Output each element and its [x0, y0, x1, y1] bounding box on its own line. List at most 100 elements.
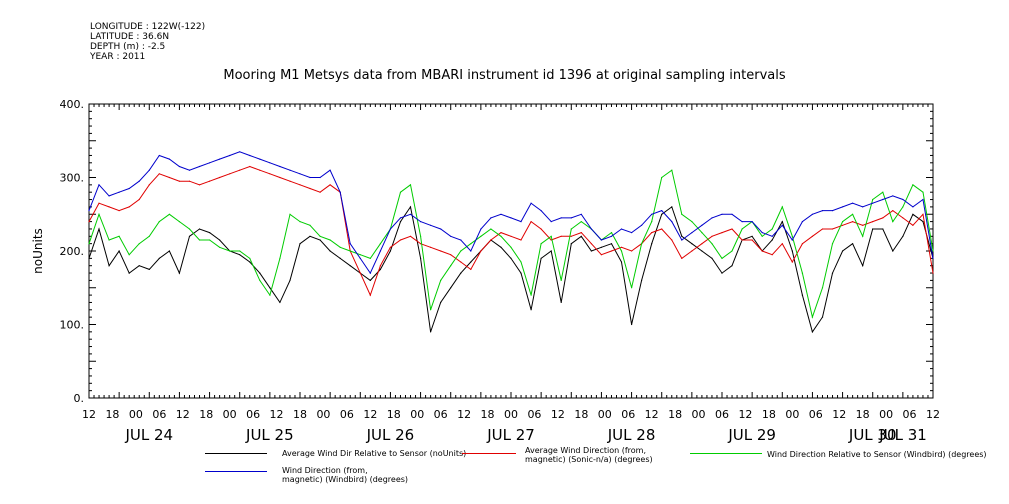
series-point [671, 239, 673, 241]
series-point [610, 250, 613, 252]
series-point [460, 239, 462, 241]
series-point [520, 221, 522, 223]
series-point [741, 221, 743, 223]
series-point [239, 250, 241, 252]
series-point [460, 272, 462, 274]
series-point [249, 154, 251, 157]
legend-swatch-black [205, 453, 267, 454]
station-metadata: LONGITUDE : 122W(-122) LATITUDE : 36.6N … [90, 22, 205, 62]
series-point [409, 206, 412, 208]
series-point [651, 221, 653, 223]
series-point [138, 243, 140, 245]
series-point [229, 250, 231, 252]
series-point [289, 169, 291, 171]
series-point [198, 165, 201, 168]
series-point [912, 184, 914, 186]
series-point [399, 239, 402, 241]
series-point [510, 257, 512, 259]
series-point [651, 232, 653, 234]
x-hour-label: 12 [82, 408, 96, 421]
series-point [229, 154, 231, 157]
series-point [209, 232, 211, 234]
series-point [681, 257, 683, 259]
series-point [862, 235, 864, 237]
series-point [168, 176, 170, 179]
x-hour-label: 18 [293, 408, 307, 421]
series-point [902, 235, 904, 237]
series-point [198, 184, 201, 186]
series-point [882, 198, 884, 201]
series-point [359, 272, 361, 274]
series-point [932, 257, 934, 259]
series-point [771, 228, 773, 230]
series-line-3 [88, 151, 934, 275]
series-point [319, 239, 321, 241]
series-point [188, 235, 191, 237]
series-point [98, 228, 100, 230]
y-axis-label: noUnits [31, 228, 45, 274]
series-point [691, 243, 693, 245]
series-point [510, 217, 512, 219]
series-point [892, 210, 894, 212]
series-point [138, 180, 140, 182]
y-tick-label: 0. [74, 392, 85, 405]
series-point [731, 250, 733, 252]
series-point [219, 246, 221, 248]
series-point [932, 272, 934, 274]
series-point [148, 184, 150, 186]
x-hour-label: 06 [621, 408, 635, 421]
series-point [912, 213, 914, 215]
x-day-label: JUL 28 [607, 426, 656, 444]
series-point [641, 224, 643, 226]
series-point [219, 158, 221, 160]
series-point [721, 257, 723, 259]
series-point [209, 180, 211, 182]
series-point [420, 221, 422, 223]
series-point [269, 294, 271, 296]
series-point [198, 228, 201, 230]
series-point [771, 239, 773, 241]
series-point [259, 169, 261, 171]
series-point [580, 221, 582, 223]
series-point [219, 176, 221, 179]
series-point [309, 224, 311, 226]
series-point [912, 224, 914, 226]
series-point [299, 184, 301, 186]
series-point [299, 221, 301, 223]
series-point [842, 224, 844, 226]
series-point [269, 162, 271, 164]
series-point [500, 235, 502, 237]
series-point [922, 213, 924, 215]
x-hour-label: 12 [270, 408, 284, 421]
x-hour-label: 00 [316, 408, 330, 421]
series-point [128, 206, 130, 208]
series-point [349, 265, 351, 267]
series-line-2 [88, 169, 934, 319]
series-point [490, 239, 492, 241]
series-point [269, 287, 271, 289]
series-point [108, 239, 110, 241]
series-point [409, 184, 412, 186]
series-point [500, 213, 502, 215]
series-point [88, 257, 90, 259]
series-point [349, 243, 351, 245]
series-point [610, 232, 613, 234]
series-point [420, 243, 422, 245]
series-point [430, 246, 432, 248]
series-point [319, 235, 321, 237]
series-point [641, 279, 643, 281]
series-point [118, 235, 120, 237]
series-point [118, 250, 120, 252]
y-tick-label: 300. [60, 172, 85, 185]
series-point [711, 257, 713, 259]
series-point [470, 268, 472, 270]
series-point [882, 191, 884, 193]
series-point [831, 210, 834, 212]
series-point [902, 198, 904, 201]
series-point [178, 165, 180, 168]
x-hour-label: 18 [574, 408, 588, 421]
x-hour-label: 06 [903, 408, 917, 421]
series-point [158, 221, 160, 223]
series-point [651, 213, 653, 215]
series-point [811, 213, 814, 215]
